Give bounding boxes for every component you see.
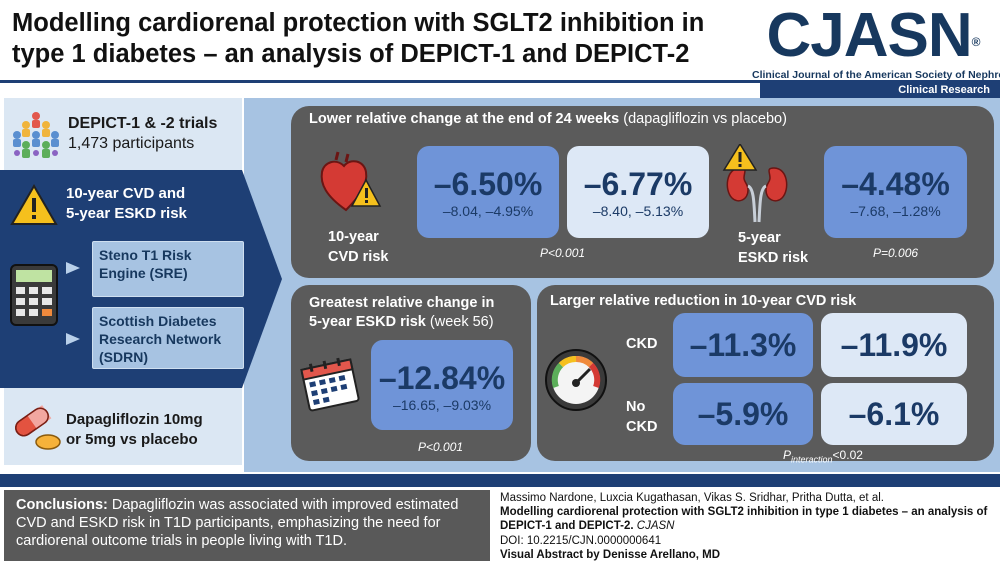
intervention-label: Dapagliflozin 10mg or 5mg vs placebo	[66, 411, 203, 448]
citation-authors: Massimo Nardone, Luxcia Kugathasan, Vika…	[500, 492, 884, 504]
model-sre-box: Steno T1 Risk Engine (SRE)	[92, 241, 244, 297]
warning-triangle-icon	[10, 184, 58, 225]
eskd-24wk-value: –4.48%	[841, 166, 950, 202]
eskd-p-value: P=0.006	[873, 246, 919, 260]
citation-doi[interactable]: DOI: 10.2215/CJN.0000000641	[500, 534, 662, 547]
people-group-icon	[13, 112, 59, 158]
cvd-sdrn-value: –6.77%	[583, 166, 693, 202]
cvd-risk-label: 10-year CVD risk	[328, 229, 389, 265]
citation-title: Modelling cardiorenal protection with SG…	[500, 506, 988, 533]
eskd-56wk-value: –12.84%	[378, 360, 506, 396]
conclusion-label: Conclusions:	[16, 497, 108, 513]
title-line-2: type 1 diabetes – an analysis of DEPICT-…	[12, 40, 690, 68]
cvd-sdrn-ci: –8.40, –5.13%	[592, 203, 684, 219]
panel-24-week-title: Lower relative change at the end of 24 w…	[309, 111, 787, 127]
participants-count: 1,473 participants	[68, 135, 195, 152]
title-line-1: Modelling cardiorenal protection with SG…	[12, 9, 705, 37]
nockd-sdrn-value: –6.1%	[848, 396, 940, 432]
header-divider	[0, 80, 1000, 83]
eskd-risk-label: 5-year ESKD risk	[738, 230, 809, 266]
ckd-sre-value: –11.3%	[689, 327, 797, 363]
kidney-warning-icon	[722, 144, 788, 223]
nockd-sre-value-box: –5.9%	[673, 383, 813, 445]
eskd-56wk-value-box: –12.84% –16.65, –9.03%	[371, 340, 513, 430]
heart-warning-icon	[320, 151, 382, 212]
gauge-icon	[545, 349, 607, 411]
citation: Massimo Nardone, Luxcia Kugathasan, Vika…	[500, 491, 996, 562]
calculator-icon	[10, 264, 58, 326]
cvd-sre-value-box: –6.50% –8.04, –4.95%	[417, 146, 559, 238]
cvd-p-value: P<0.001	[540, 246, 586, 260]
ckd-sdrn-value: –11.9%	[840, 327, 948, 363]
citation-credit: Visual Abstract by Denisse Arellano, MD	[500, 548, 721, 561]
cvd-sre-ci: –8.04, –4.95%	[442, 203, 534, 219]
calendar-icon	[300, 357, 360, 412]
conclusion-text: Dapagliflozin was associated with improv…	[16, 497, 459, 549]
journal-logo[interactable]: CJASN® Clinical Journal of the American …	[752, 1, 1000, 82]
panel-ckd-title: Larger relative reduction in 10-year CVD…	[550, 293, 857, 309]
section-badge: Clinical Research	[760, 83, 1000, 98]
page-title: Modelling cardiorenal protection with SG…	[12, 8, 752, 70]
footer-divider	[0, 474, 1000, 487]
trials-block: DEPICT-1 & -2 trials 1,473 participants	[10, 110, 240, 164]
model-sdrn-box: Scottish Diabetes Research Network (SDRN…	[92, 307, 244, 369]
cvd-sre-value: –6.50%	[433, 166, 543, 202]
trials-title: DEPICT-1 & -2 trials	[68, 115, 218, 132]
interaction-p-value: Pinteraction<0.02	[783, 448, 863, 465]
ckd-sdrn-value-box: –11.9%	[821, 313, 967, 377]
model-2-pointer	[66, 333, 80, 345]
nockd-sdrn-value-box: –6.1%	[821, 383, 967, 445]
model-1-pointer	[66, 262, 80, 274]
nockd-sre-value: –5.9%	[697, 396, 789, 432]
eskd-24wk-ci: –7.68, –1.28%	[850, 203, 941, 219]
ckd-sre-value-box: –11.3%	[673, 313, 813, 377]
journal-name: Clinical Journal of the American Society…	[752, 69, 1000, 81]
panel-eskd-week56-title: Greatest relative change in 5-year ESKD …	[309, 295, 495, 330]
logo-wordmark: CJASN®	[766, 1, 980, 70]
risk-outcome-title: 10-year CVD and 5-year ESKD risk	[66, 185, 187, 222]
conclusion-box: Conclusions: Dapagliflozin was associate…	[4, 490, 490, 561]
eskd-24wk-value-box: –4.48% –7.68, –1.28%	[824, 146, 967, 238]
ckd-row-label: CKD	[626, 336, 658, 352]
pills-icon	[15, 405, 61, 450]
cvd-sdrn-value-box: –6.77% –8.40, –5.13%	[567, 146, 709, 238]
no-ckd-row-label: No CKD	[626, 399, 658, 435]
eskd-56wk-p-value: P<0.001	[418, 440, 464, 454]
eskd-56wk-ci: –16.65, –9.03%	[392, 397, 492, 413]
